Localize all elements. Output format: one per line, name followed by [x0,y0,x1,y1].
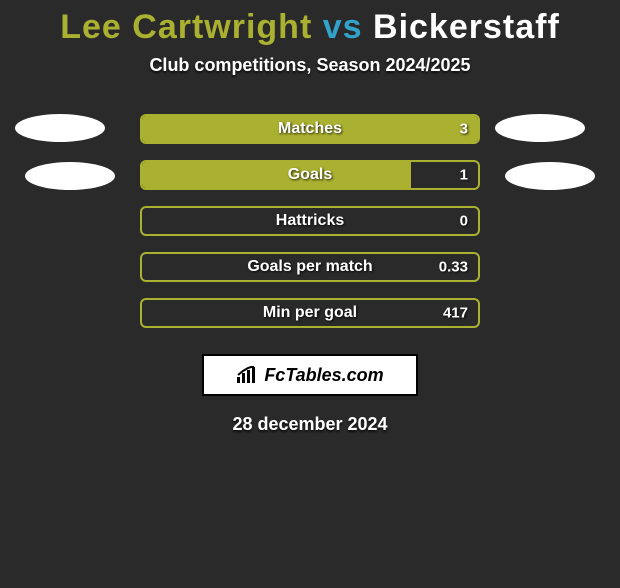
side-ellipse [25,162,115,190]
stat-label: Goals per match [247,258,372,276]
chart-icon [236,366,258,384]
stat-bar: Min per goal 417 [140,298,480,328]
stat-row: Min per goal 417 [0,290,620,336]
player1-name: Lee Cartwright [60,8,312,46]
player2-name: Bickerstaff [373,8,560,46]
stat-bar-fill [142,162,411,188]
side-ellipse [495,114,585,142]
stat-bar: Goals per match 0.33 [140,252,480,282]
stat-value: 1 [460,167,468,184]
stat-value: 417 [443,305,468,322]
vs-text: vs [323,8,363,46]
badge-text: FcTables.com [264,365,383,386]
stat-row: Goals per match 0.33 [0,244,620,290]
stat-bar: Hattricks 0 [140,206,480,236]
side-ellipse [505,162,595,190]
stat-label: Goals [288,166,332,184]
stat-row: Hattricks 0 [0,198,620,244]
stat-label: Min per goal [263,304,357,322]
page-title: Lee Cartwright vs Bickerstaff [0,8,620,47]
subtitle: Club competitions, Season 2024/2025 [0,55,620,76]
stat-value: 0 [460,213,468,230]
stat-value: 0.33 [439,259,468,276]
stat-label: Hattricks [276,212,344,230]
date-text: 28 december 2024 [0,414,620,435]
site-badge[interactable]: FcTables.com [202,354,418,396]
stat-bar: Goals 1 [140,160,480,190]
stat-bar: Matches 3 [140,114,480,144]
stats-chart: Matches 3 Goals 1 Hattricks 0 Goals per match 0… [0,106,620,336]
side-ellipse [15,114,105,142]
stat-value: 3 [460,121,468,138]
stat-label: Matches [278,120,342,138]
